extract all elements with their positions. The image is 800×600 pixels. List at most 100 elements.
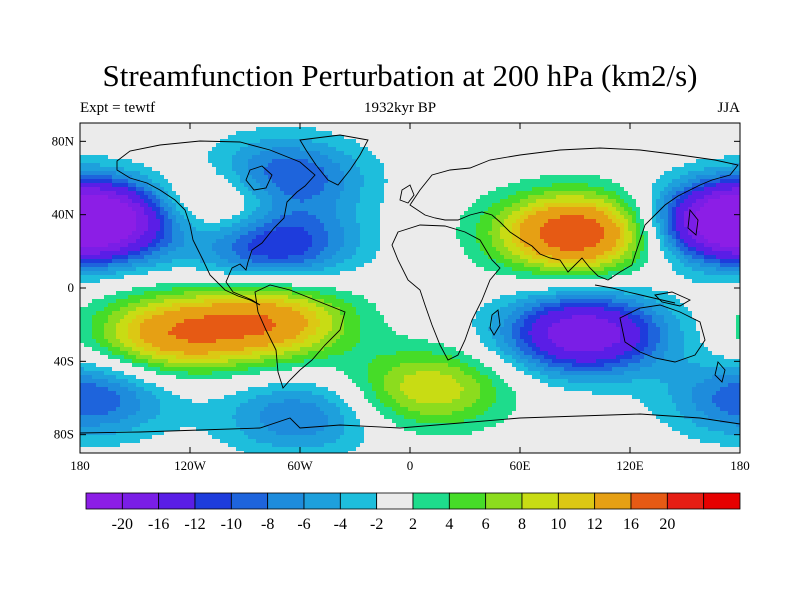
contour-cell bbox=[304, 147, 308, 151]
contour-cell bbox=[160, 195, 164, 199]
contour-cell bbox=[720, 159, 724, 163]
contour-cell bbox=[492, 131, 496, 135]
contour-cell bbox=[520, 123, 524, 127]
contour-cell bbox=[176, 227, 180, 231]
contour-cell bbox=[516, 159, 520, 163]
contour-cell bbox=[656, 207, 660, 211]
contour-cell bbox=[140, 183, 144, 187]
contour-cell bbox=[700, 139, 704, 143]
contour-cell bbox=[564, 127, 568, 131]
contour-cell bbox=[176, 123, 180, 127]
contour-cell bbox=[372, 139, 376, 143]
contour-cell bbox=[476, 223, 480, 227]
contour-cell bbox=[208, 159, 212, 163]
contour-cell bbox=[300, 159, 304, 163]
contour-cell bbox=[244, 175, 248, 179]
contour-cell bbox=[588, 219, 592, 223]
contour-cell bbox=[468, 223, 472, 227]
contour-cell bbox=[728, 187, 732, 191]
contour-cell bbox=[420, 231, 424, 235]
contour-cell bbox=[188, 139, 192, 143]
contour-cell bbox=[640, 219, 644, 223]
contour-cell bbox=[644, 195, 648, 199]
contour-cell bbox=[704, 171, 708, 175]
contour-cell bbox=[180, 231, 184, 235]
contour-cell bbox=[592, 187, 596, 191]
contour-cell bbox=[276, 191, 280, 195]
contour-cell bbox=[688, 179, 692, 183]
contour-cell bbox=[92, 123, 96, 127]
contour-cell bbox=[680, 135, 684, 139]
contour-cell bbox=[128, 139, 132, 143]
contour-cell bbox=[472, 127, 476, 131]
contour-cell bbox=[680, 143, 684, 147]
contour-cell bbox=[364, 223, 368, 227]
contour-cell bbox=[536, 227, 540, 231]
contour-cell bbox=[192, 135, 196, 139]
contour-cell bbox=[684, 179, 688, 183]
contour-cell bbox=[276, 155, 280, 159]
contour-cell bbox=[212, 131, 216, 135]
contour-cell bbox=[660, 187, 664, 191]
contour-cell bbox=[736, 215, 740, 219]
contour-cell bbox=[432, 151, 436, 155]
contour-cell bbox=[492, 219, 496, 223]
contour-cell bbox=[232, 207, 236, 211]
contour-cell bbox=[672, 179, 676, 183]
contour-cell bbox=[732, 179, 736, 183]
contour-cell bbox=[464, 179, 468, 183]
contour-cell bbox=[304, 207, 308, 211]
contour-cell bbox=[452, 239, 456, 243]
contour-cell bbox=[320, 143, 324, 147]
contour-cell bbox=[704, 203, 708, 207]
contour-cell bbox=[212, 127, 216, 131]
contour-cell bbox=[668, 143, 672, 147]
contour-cell bbox=[464, 191, 468, 195]
contour-cell bbox=[424, 127, 428, 131]
contour-cell bbox=[252, 155, 256, 159]
contour-cell bbox=[288, 159, 292, 163]
contour-cell bbox=[376, 187, 380, 191]
contour-cell bbox=[364, 143, 368, 147]
contour-cell bbox=[456, 211, 460, 215]
contour-cell bbox=[608, 151, 612, 155]
contour-cell bbox=[548, 123, 552, 127]
contour-cell bbox=[580, 159, 584, 163]
contour-cell bbox=[188, 155, 192, 159]
contour-cell bbox=[176, 207, 180, 211]
contour-cell bbox=[516, 139, 520, 143]
contour-cell bbox=[256, 223, 260, 227]
contour-cell bbox=[620, 167, 624, 171]
contour-cell bbox=[500, 195, 504, 199]
contour-cell bbox=[724, 239, 728, 243]
contour-cell bbox=[664, 223, 668, 227]
contour-cell bbox=[196, 207, 200, 211]
contour-cell bbox=[500, 143, 504, 147]
contour-cell bbox=[120, 191, 124, 195]
contour-cell bbox=[444, 171, 448, 175]
contour-cell bbox=[500, 155, 504, 159]
contour-cell bbox=[432, 159, 436, 163]
contour-cell bbox=[300, 131, 304, 135]
contour-cell bbox=[408, 239, 412, 243]
contour-cell bbox=[404, 215, 408, 219]
contour-cell bbox=[496, 183, 500, 187]
contour-cell bbox=[316, 191, 320, 195]
contour-cell bbox=[604, 219, 608, 223]
contour-cell bbox=[216, 183, 220, 187]
contour-cell bbox=[472, 131, 476, 135]
contour-cell bbox=[620, 155, 624, 159]
contour-cell bbox=[520, 223, 524, 227]
contour-cell bbox=[340, 151, 344, 155]
contour-cell bbox=[528, 203, 532, 207]
contour-cell bbox=[544, 155, 548, 159]
contour-cell bbox=[688, 227, 692, 231]
contour-cell bbox=[248, 163, 252, 167]
contour-cell bbox=[168, 211, 172, 215]
contour-cell bbox=[88, 191, 92, 195]
contour-cell bbox=[584, 215, 588, 219]
contour-cell bbox=[608, 199, 612, 203]
contour-cell bbox=[692, 123, 696, 127]
contour-cell bbox=[280, 139, 284, 143]
contour-cell bbox=[496, 143, 500, 147]
